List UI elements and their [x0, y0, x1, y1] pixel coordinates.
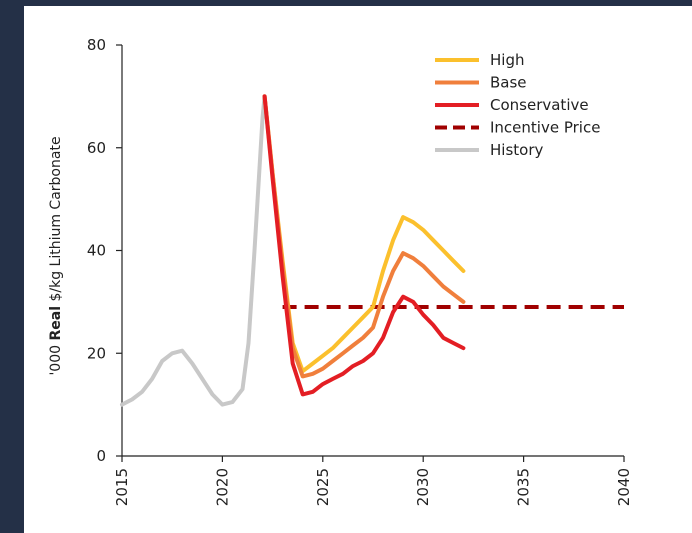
- x-tick-label: 2025: [314, 468, 332, 506]
- chart-legend: High Base Conservative Incentive Price Histo…: [435, 51, 600, 159]
- x-tick-label: 2015: [113, 468, 131, 506]
- y-tick-label: 20: [87, 344, 106, 362]
- legend-label-incentive-price: Incentive Price: [490, 119, 600, 137]
- series-line-conservative: [262, 94, 466, 397]
- y-axis-title-prefix: '000: [48, 341, 64, 376]
- x-tick-label: 2020: [213, 468, 231, 506]
- legend-label-base: Base: [490, 74, 527, 92]
- legend-label-high: High: [490, 51, 524, 69]
- legend-label-history: History: [490, 141, 543, 159]
- y-axis-title-suffix: $/kg Lithium Carbonate: [48, 136, 64, 306]
- series-line-high: [262, 94, 466, 374]
- y-axis-title-bold: Real: [48, 306, 64, 341]
- y-tick-label: 0: [96, 447, 106, 465]
- series-line-base: [262, 94, 466, 379]
- y-tick-label: 40: [87, 242, 106, 260]
- legend-label-conservative: Conservative: [490, 96, 589, 114]
- x-tick-label: 2040: [615, 468, 633, 506]
- plot-lines: [120, 94, 624, 407]
- y-tick-label: 80: [87, 36, 106, 54]
- x-tick-label: 2030: [414, 468, 432, 506]
- series-line-history: [120, 94, 267, 407]
- chart-panel: 0 20 40 60 80 2015 2020 2025 2030 2035 2040 High Ba…: [24, 6, 692, 533]
- y-axis-title: '000 Real $/kg Lithium Carbonate: [48, 136, 64, 375]
- x-tick-label: 2035: [515, 468, 533, 506]
- y-tick-label: 60: [87, 139, 106, 157]
